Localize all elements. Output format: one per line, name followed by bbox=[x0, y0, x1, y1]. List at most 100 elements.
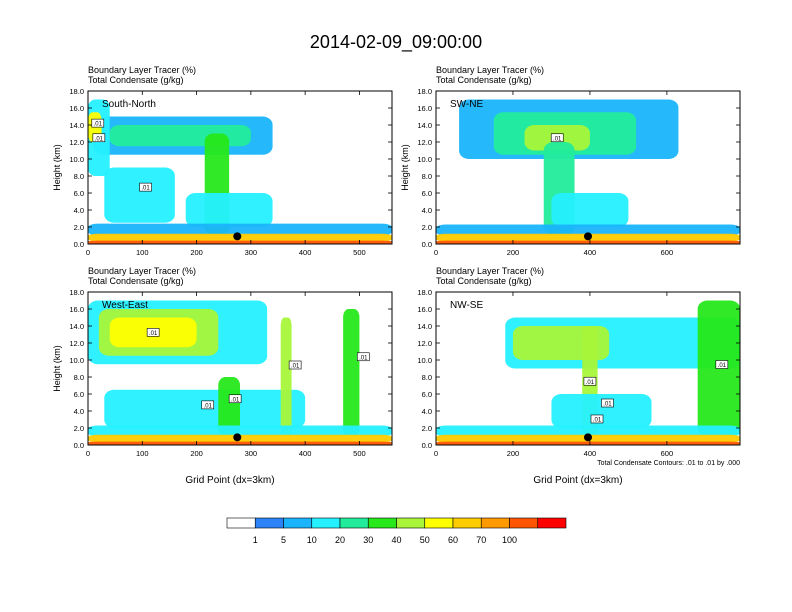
x-tick-label: 500 bbox=[353, 449, 366, 458]
colorbar-label: 1 bbox=[253, 535, 258, 545]
y-tick-label: 12.0 bbox=[417, 138, 432, 147]
x-tick-label: 400 bbox=[299, 449, 312, 458]
y-tick-label: 16.0 bbox=[417, 305, 432, 314]
tracer-region bbox=[88, 223, 392, 236]
x-tick-label: 0 bbox=[86, 248, 90, 257]
colorbar-swatch bbox=[367, 517, 397, 529]
panel-title: Boundary Layer Tracer (%) bbox=[88, 266, 196, 276]
colorbar-swatch bbox=[424, 517, 454, 529]
colorbar-swatch bbox=[311, 517, 341, 529]
contour-label: .01 bbox=[359, 355, 368, 361]
y-tick-label: 10.0 bbox=[69, 356, 84, 365]
contour-label: .01 bbox=[149, 331, 158, 337]
plot-frame bbox=[435, 291, 741, 446]
y-tick-label: 10.0 bbox=[417, 155, 432, 164]
panel-label: SW-NE bbox=[450, 99, 483, 110]
colorbar-label: 40 bbox=[391, 535, 401, 545]
tracer-region bbox=[88, 441, 392, 445]
y-tick-label: 6.0 bbox=[422, 390, 432, 399]
contour-label-box bbox=[228, 394, 242, 404]
y-tick-label: 16.0 bbox=[69, 104, 84, 113]
y-tick-label: 16.0 bbox=[417, 104, 432, 113]
tracer-region bbox=[343, 309, 360, 437]
y-tick-label: 18.0 bbox=[417, 288, 432, 297]
tracer-region bbox=[185, 193, 273, 227]
tracer-region bbox=[88, 240, 392, 244]
tracer-region bbox=[280, 317, 292, 437]
panel-4: Boundary Layer Tracer (%)Total Condensat… bbox=[417, 266, 741, 486]
contour-label-box bbox=[92, 133, 106, 143]
location-marker bbox=[584, 232, 592, 241]
x-tick-label: 0 bbox=[434, 248, 438, 257]
tracer-region bbox=[551, 394, 652, 428]
y-tick-label: 4.0 bbox=[422, 407, 432, 416]
y-tick-label: 0.0 bbox=[422, 441, 432, 450]
y-tick-label: 12.0 bbox=[69, 339, 84, 348]
x-tick-label: 300 bbox=[245, 248, 258, 257]
colorbar-label: 100 bbox=[502, 535, 517, 545]
colorbar-swatch bbox=[283, 517, 313, 529]
contour-label-box bbox=[91, 118, 105, 128]
tracer-region bbox=[551, 193, 629, 227]
y-tick-label: 6.0 bbox=[74, 189, 84, 198]
y-tick-label: 18.0 bbox=[69, 288, 84, 297]
contour-label-box bbox=[590, 414, 604, 424]
panel-subtitle: Total Condensate (g/kg) bbox=[436, 75, 532, 85]
colorbar-swatch bbox=[254, 517, 284, 529]
tracer-region bbox=[104, 167, 175, 223]
panel-label: NW-SE bbox=[450, 300, 483, 311]
y-tick-label: 14.0 bbox=[417, 322, 432, 331]
x-tick-label: 300 bbox=[245, 449, 258, 458]
y-tick-label: 4.0 bbox=[74, 206, 84, 215]
y-tick-label: 2.0 bbox=[74, 223, 84, 232]
panel-title: Boundary Layer Tracer (%) bbox=[436, 65, 544, 75]
contour-label: .01 bbox=[718, 363, 727, 369]
colorbar-swatch bbox=[452, 517, 482, 529]
tracer-region bbox=[436, 224, 740, 236]
x-tick-label: 200 bbox=[190, 449, 203, 458]
panel-label: South-North bbox=[102, 99, 156, 110]
y-axis-label: Height (km) bbox=[52, 345, 62, 392]
x-tick-label: 100 bbox=[136, 248, 149, 257]
colorbar-label: 10 bbox=[307, 535, 317, 545]
y-tick-label: 4.0 bbox=[422, 206, 432, 215]
colorbar-swatch bbox=[339, 517, 369, 529]
colorbar-swatch bbox=[537, 517, 567, 529]
panel-2: Boundary Layer Tracer (%)Total Condensat… bbox=[400, 65, 741, 257]
contour-label: .01 bbox=[231, 397, 240, 403]
x-tick-label: 0 bbox=[86, 449, 90, 458]
y-tick-label: 8.0 bbox=[422, 373, 432, 382]
contour-label: .01 bbox=[586, 380, 595, 386]
y-tick-label: 2.0 bbox=[422, 223, 432, 232]
tracer-region bbox=[436, 441, 740, 445]
y-tick-label: 0.0 bbox=[74, 240, 84, 249]
plot-frame bbox=[435, 90, 741, 245]
plot-frame bbox=[87, 90, 393, 245]
location-marker bbox=[233, 232, 242, 241]
y-tick-label: 14.0 bbox=[69, 121, 84, 130]
contour-label: .01 bbox=[204, 403, 213, 409]
contour-label-box bbox=[550, 133, 564, 143]
x-tick-label: 400 bbox=[584, 248, 597, 257]
y-tick-label: 10.0 bbox=[417, 356, 432, 365]
filled-contours bbox=[436, 99, 740, 244]
colorbar-label: 30 bbox=[363, 535, 373, 545]
colorbar-label: 5 bbox=[281, 535, 286, 545]
contour-label: .01 bbox=[95, 136, 104, 142]
colorbar-label: 70 bbox=[476, 535, 486, 545]
colorbar-swatch bbox=[226, 517, 256, 529]
y-tick-label: 12.0 bbox=[417, 339, 432, 348]
y-tick-label: 8.0 bbox=[74, 172, 84, 181]
colorbar-swatch bbox=[396, 517, 426, 529]
x-tick-label: 200 bbox=[507, 449, 520, 458]
contour-label: .01 bbox=[603, 402, 612, 408]
colorbar-label: 20 bbox=[335, 535, 345, 545]
y-tick-label: 8.0 bbox=[422, 172, 432, 181]
colorbar-label: 60 bbox=[448, 535, 458, 545]
x-tick-label: 100 bbox=[136, 449, 149, 458]
colorbar-swatch bbox=[509, 517, 539, 529]
panel-label: West-East bbox=[102, 300, 148, 311]
contour-label-box bbox=[601, 398, 614, 408]
location-marker bbox=[584, 433, 592, 442]
